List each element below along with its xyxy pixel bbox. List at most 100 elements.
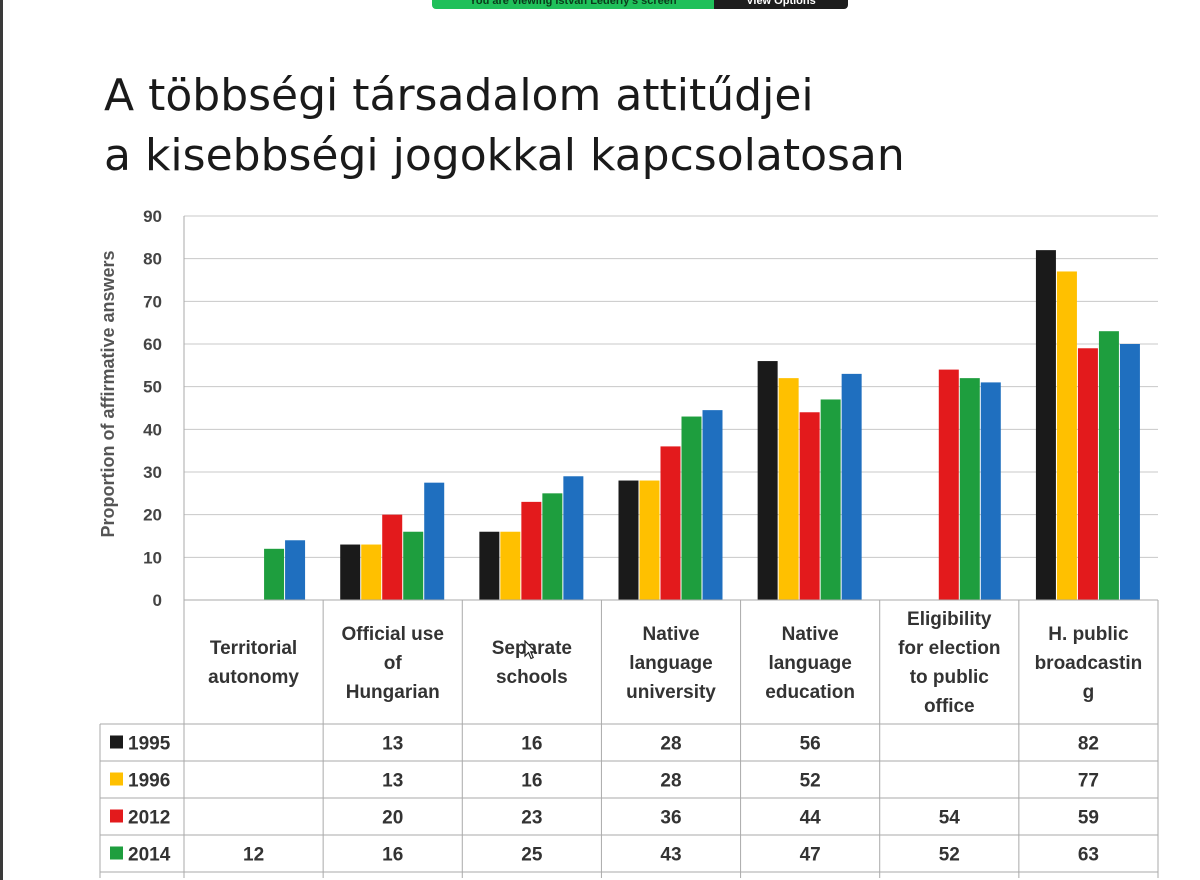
x-category-label-line: of — [383, 652, 402, 674]
legend-key — [110, 772, 123, 786]
screen-share-status: You are viewing István Léderly's screen — [432, 0, 714, 9]
data-label: 12 — [243, 845, 264, 866]
bar — [639, 480, 660, 600]
x-category-label: Native language education — [742, 620, 878, 707]
bar — [542, 493, 563, 600]
legend-key — [110, 846, 123, 860]
screen-share-banner: You are viewing István Léderly's screen … — [432, 0, 848, 9]
bar — [660, 446, 681, 600]
data-label: 54 — [939, 808, 961, 829]
data-label: 28 — [660, 771, 681, 792]
bar — [264, 548, 285, 600]
y-tick-label: 40 — [143, 420, 162, 439]
data-label: 47 — [800, 845, 821, 866]
x-category-label-line: Eligibility — [907, 609, 992, 630]
bar — [618, 480, 639, 600]
y-tick-label: 20 — [143, 506, 162, 525]
x-category-label: Eligibility for election to public office — [881, 605, 1017, 721]
x-category-label-line: university — [626, 681, 716, 703]
data-label: 20 — [382, 808, 403, 829]
bar — [361, 544, 382, 600]
data-label: 82 — [1078, 734, 1099, 755]
x-category-label-line: Native — [781, 623, 839, 645]
view-options-button[interactable]: View Options — [714, 0, 848, 9]
y-tick-label: 50 — [143, 378, 162, 397]
bar — [799, 412, 820, 600]
data-label: 56 — [800, 734, 821, 755]
x-category-label-line: to public — [909, 667, 989, 688]
data-label: 16 — [521, 771, 542, 792]
x-category-label-line: Official use — [341, 623, 444, 645]
data-label: 43 — [660, 845, 681, 866]
data-label: 36 — [660, 808, 681, 829]
bar — [1056, 271, 1077, 600]
slide-title-line-1: A többségi társadalom attitűdjei — [104, 70, 814, 121]
bar — [778, 378, 799, 600]
bar — [285, 540, 306, 600]
x-category-label: Official use of Hungarian — [325, 620, 461, 707]
bar — [1077, 348, 1098, 600]
data-label: 59 — [1078, 808, 1099, 829]
data-label: 44 — [800, 808, 822, 829]
x-category-label-line: schools — [495, 667, 568, 688]
y-axis-label: Proportion of affirmative answers — [98, 250, 118, 537]
bar — [521, 501, 542, 600]
x-category-label: H. public broadcastin g — [1020, 620, 1156, 707]
data-label: 16 — [521, 734, 542, 755]
legend-key — [110, 809, 123, 823]
x-category-label-line: office — [923, 696, 975, 717]
bar — [757, 361, 778, 600]
data-label: 77 — [1078, 771, 1099, 792]
data-label: 52 — [939, 845, 960, 866]
bar — [1098, 331, 1119, 600]
legend-label: 1995 — [128, 734, 171, 755]
x-category-label-line: language — [768, 652, 852, 674]
bar — [500, 531, 521, 600]
x-category-label-line: Territorial — [209, 638, 298, 659]
bar — [1119, 344, 1140, 600]
x-category-label-line: broadcastin — [1034, 652, 1143, 674]
bar — [820, 399, 841, 600]
bar — [403, 531, 424, 600]
y-tick-label: 80 — [143, 250, 162, 269]
bar — [959, 378, 980, 600]
y-tick-label: 10 — [143, 548, 162, 567]
data-label: 28 — [660, 734, 681, 755]
y-tick-label: 30 — [143, 463, 162, 482]
data-label: 25 — [521, 845, 543, 866]
data-label: 23 — [521, 808, 542, 829]
legend-label: 2012 — [128, 808, 170, 829]
bar — [563, 476, 584, 600]
legend-label: 1996 — [128, 771, 170, 792]
bar — [340, 544, 361, 600]
mouse-cursor-icon — [524, 640, 537, 660]
y-tick-label: 90 — [143, 207, 162, 226]
data-label: 16 — [382, 845, 403, 866]
x-category-label-line: Hungarian — [345, 681, 440, 703]
legend-key — [110, 735, 123, 749]
x-category-label-line: language — [629, 652, 713, 674]
bar — [841, 373, 862, 600]
bar — [938, 369, 959, 600]
x-category-label-line: g — [1082, 681, 1095, 703]
slide-title: A többségi társadalom attitűdjei a kiseb… — [104, 66, 905, 186]
x-category-label-line: Native — [642, 623, 700, 645]
y-tick-label: 60 — [143, 335, 162, 354]
data-label: 13 — [382, 771, 403, 792]
legend-label: 2014 — [128, 845, 171, 866]
bar — [980, 382, 1001, 600]
bar — [1035, 250, 1056, 600]
y-tick-label: 0 — [153, 591, 162, 610]
bar — [479, 531, 500, 600]
bar — [382, 514, 403, 600]
x-category-label-line: for election — [898, 638, 1001, 659]
bar — [424, 482, 445, 600]
bar — [702, 410, 723, 600]
data-label: 63 — [1078, 845, 1099, 866]
window-left-edge — [0, 0, 3, 880]
y-tick-label: 70 — [143, 292, 162, 311]
x-category-label: Native language university — [603, 620, 739, 707]
slide-title-line-2: a kisebbségi jogokkal kapcsolatosan — [104, 130, 905, 181]
x-category-label-line: autonomy — [208, 667, 299, 688]
